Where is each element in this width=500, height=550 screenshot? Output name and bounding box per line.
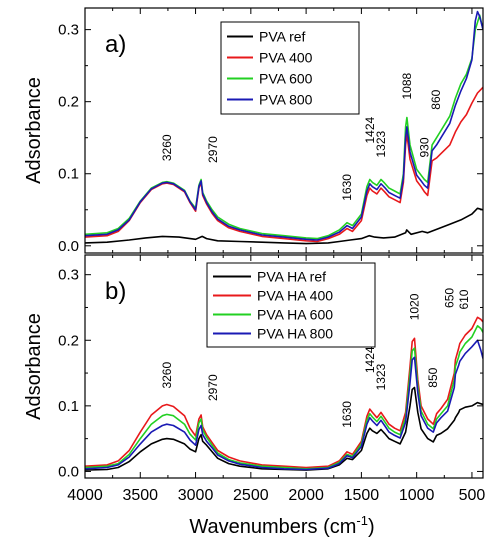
series-group (85, 316, 483, 471)
series-line-pva-ha-ref (85, 386, 483, 471)
peak-label: 1424 (363, 346, 377, 373)
y-tick-label: 0.3 (58, 267, 79, 284)
x-tick-label: 500 (459, 487, 486, 504)
y-axis-label: Adsorbance (23, 77, 45, 184)
panel-label: a) (105, 31, 126, 58)
peak-label: 1020 (407, 293, 421, 320)
x-tick-label: 3000 (178, 487, 214, 504)
peak-label: 1088 (400, 73, 414, 100)
y-tick-label: 0.2 (58, 94, 79, 111)
series-group (85, 10, 483, 245)
x-tick-label: 2500 (233, 487, 269, 504)
series-line-pva-ref (85, 207, 483, 245)
y-tick-label: 0.2 (58, 332, 79, 349)
y-tick-label: 0.1 (58, 398, 79, 415)
legend-label: PVA ref (259, 29, 306, 45)
series-line-pva-ha-400 (85, 316, 483, 469)
series-line-pva-ha-600 (85, 325, 483, 470)
legend-label: PVA 800 (259, 92, 313, 108)
y-tick-label: 0.0 (58, 238, 79, 255)
peak-label: 930 (417, 137, 431, 157)
legend-label: PVA HA 600 (257, 307, 333, 323)
peak-label: 650 (442, 288, 456, 308)
panel-b: 4000 3500 3000 2500 2000 1500 1000 500 0.0 0.1 0.2… (23, 254, 486, 504)
x-tick-label: 4000 (67, 487, 103, 504)
legend-label: PVA 600 (259, 71, 313, 87)
peak-label: 860 (429, 89, 443, 109)
y-axis-label: Adsorbance (23, 313, 45, 420)
series-line-pva-800 (85, 10, 483, 241)
peak-label: 3260 (160, 134, 174, 161)
peak-label: 2970 (206, 136, 220, 163)
x-tick-label: 1500 (344, 487, 380, 504)
peak-label: 1424 (363, 116, 377, 143)
y-tick-label: 0.1 (58, 166, 79, 183)
plot-frame (84, 254, 484, 479)
peak-label: 1323 (374, 363, 388, 390)
panel-label: b) (105, 278, 126, 305)
peak-label: 1630 (340, 401, 354, 428)
series-line-pva-ha-800 (85, 339, 483, 471)
x-tick-label: 2000 (288, 487, 324, 504)
peak-label: 1323 (374, 130, 388, 157)
y-tick-label: 0.0 (58, 463, 79, 480)
x-axis-label-main: Wavenumbers (cm (189, 516, 356, 538)
legend-label: PVA HA 800 (257, 326, 333, 342)
peak-label: 3260 (160, 362, 174, 389)
x-tick-label: 1000 (399, 487, 435, 504)
legend-label: PVA HA 400 (257, 288, 333, 304)
plot-frame (84, 7, 484, 254)
legend-label: PVA 400 (259, 50, 313, 66)
x-tick-label: 3500 (122, 487, 158, 504)
panel-a: 0.0 0.1 0.2 0.3 Adsorbance a) 3260 2970 1630 1424… (23, 7, 484, 255)
legend-label: PVA HA ref (257, 269, 326, 285)
y-tick-label: 0.3 (58, 22, 79, 39)
peak-label: 850 (426, 367, 440, 387)
peak-label: 2970 (206, 374, 220, 401)
peak-label: 610 (457, 289, 471, 309)
x-axis-label: Wavenumbers (cm-1) (189, 513, 374, 538)
x-axis-label-close: ) (368, 516, 375, 538)
peak-label: 1630 (340, 174, 354, 201)
x-axis-label-superscript: -1 (356, 513, 368, 528)
